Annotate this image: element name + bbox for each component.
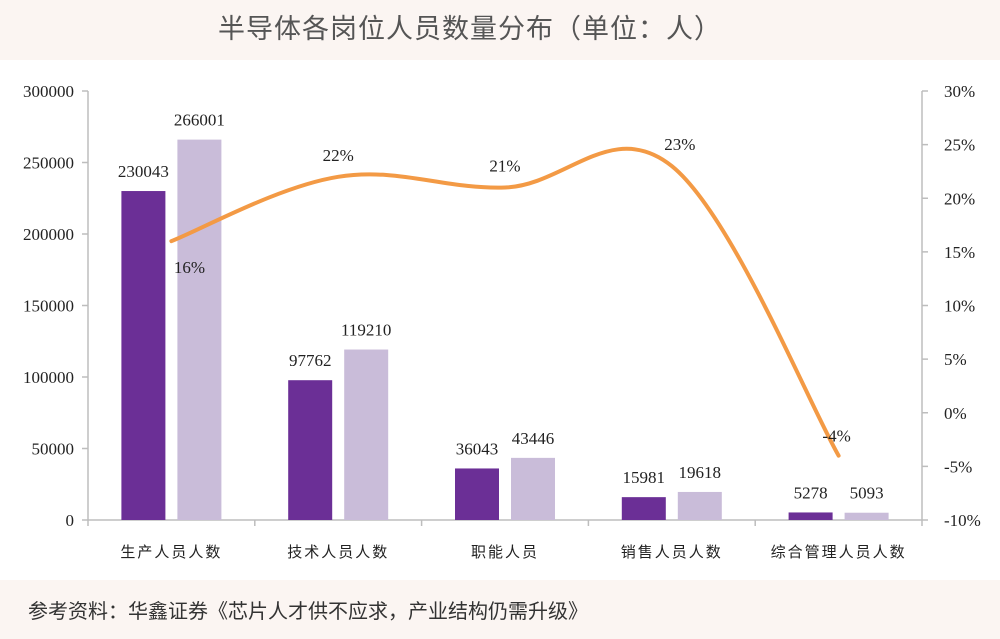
y-tick-label: 300000	[23, 82, 74, 101]
y2-tick-label: 10%	[944, 297, 975, 316]
bar	[177, 139, 222, 520]
y2-tick-label: 15%	[944, 243, 975, 262]
bar-value-label: 119210	[341, 321, 391, 340]
y-tick-label: 200000	[23, 225, 74, 244]
bar	[621, 497, 666, 520]
bar	[344, 349, 389, 520]
bar-value-label: 15981	[623, 468, 666, 487]
combo-chart: 0 50000 100000 150000 200000 250000 300000 -10%…	[23, 82, 981, 561]
line-value-label: 21%	[489, 157, 520, 176]
bar-value-label: 230043	[118, 162, 169, 181]
y-tick-label: 0	[66, 511, 75, 530]
bar	[121, 191, 166, 520]
bar-value-label: 19618	[679, 463, 722, 482]
x-category-label: 销售人员人数	[621, 543, 723, 561]
bar	[511, 457, 555, 520]
y-tick-label: 100000	[23, 368, 74, 387]
y2-tick-label: 5%	[944, 350, 967, 369]
chart-title: 半导体各岗位人员数量分布（单位：人）	[218, 13, 722, 45]
bar-value-label: 266001	[174, 111, 225, 130]
bar	[288, 380, 333, 520]
bar	[677, 491, 722, 520]
title-bar: 半导体各岗位人员数量分布（单位：人）	[0, 0, 1000, 60]
bar	[455, 468, 499, 520]
y-tick-label: 250000	[23, 154, 74, 173]
x-category-label: 职能人员	[471, 543, 539, 561]
source-note: 参考资料：华鑫证券《芯片人才供不应求，产业结构仍需升级》	[28, 599, 588, 623]
y2-tick-label: -5%	[944, 457, 972, 476]
chart-area: 0 50000 100000 150000 200000 250000 300000 -10%…	[0, 60, 1000, 580]
y2-tick-label: 25%	[944, 136, 975, 155]
source-bar: 参考资料：华鑫证券《芯片人才供不应求，产业结构仍需升级》	[0, 580, 1000, 639]
percent-line	[169, 146, 841, 458]
line-value-label: 22%	[323, 146, 354, 165]
line-value-label: 23%	[664, 135, 695, 154]
x-category-label: 生产人员人数	[120, 543, 222, 561]
y2-tick-label: 0%	[944, 404, 967, 423]
line-value-label: 16%	[174, 258, 205, 277]
x-category-label: 综合管理人员人数	[771, 543, 907, 561]
line-value-label: -4%	[822, 427, 850, 446]
y2-tick-label: 20%	[944, 189, 975, 208]
x-category-label: 技术人员人数	[287, 543, 389, 561]
bar-value-label: 97762	[289, 351, 332, 370]
bar-value-label: 43446	[512, 429, 555, 448]
y-tick-label: 50000	[32, 440, 75, 459]
bar	[844, 512, 889, 520]
y-tick-label: 150000	[23, 297, 74, 316]
bar-value-label: 36043	[456, 439, 499, 458]
bar	[788, 512, 833, 520]
y2-tick-label: 30%	[944, 82, 975, 101]
bar-value-label: 5278	[794, 483, 828, 502]
bar-value-label: 5093	[850, 484, 884, 503]
y2-tick-label: -10%	[944, 511, 981, 530]
